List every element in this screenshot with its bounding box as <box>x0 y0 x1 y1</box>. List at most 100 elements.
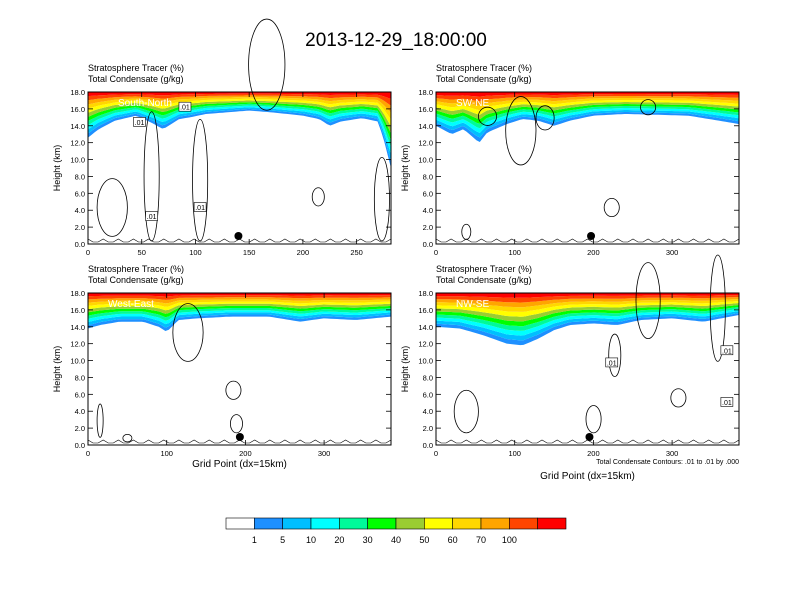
labelbar-label: 100 <box>502 535 517 545</box>
tracer-band <box>436 295 739 303</box>
panel-header-tracer: Stratosphere Tracer (%) <box>436 63 532 73</box>
x-tick-label: 300 <box>666 449 679 458</box>
y-tick-label: 0.0 <box>423 240 433 249</box>
contour-label: .01 <box>722 400 732 407</box>
tracer-band <box>88 297 391 304</box>
contour-label: .01 <box>135 120 145 127</box>
contour-label: .01 <box>180 105 190 112</box>
y-tick-label: 18.0 <box>70 289 85 298</box>
condensate-contour <box>248 18 286 111</box>
location-marker <box>587 232 596 240</box>
y-tick-label: 18.0 <box>70 88 85 97</box>
condensate-contour <box>172 303 204 362</box>
tracer-band <box>88 303 391 314</box>
y-tick-label: 16.0 <box>418 105 433 114</box>
x-tick-label: 100 <box>189 248 202 257</box>
condensate-contour <box>505 96 537 166</box>
x-tick-label: 250 <box>350 248 363 257</box>
tracer-band <box>88 95 391 113</box>
y-tick-label: 8.0 <box>75 373 85 382</box>
tracer-band <box>88 92 391 99</box>
contour-label-box <box>193 202 207 212</box>
condensate-contour <box>461 223 472 240</box>
panel-header-condensate: Total Condensate (g/kg) <box>436 275 532 285</box>
plot-area: .01 .01 .01 <box>435 254 740 444</box>
labelbar-label: 5 <box>280 535 285 545</box>
x-tick-label: 200 <box>239 449 252 458</box>
figure-title: 2013-12-29_18:00:00 <box>305 30 487 51</box>
plot-area: .01 .01 .01 .01 <box>87 18 392 243</box>
condensate-contour <box>640 99 657 116</box>
x-axis-label: Grid Point (dx=15km) <box>192 459 287 470</box>
x-tick-label: 150 <box>243 248 256 257</box>
labelbar-label: 40 <box>391 535 401 545</box>
labelbar-label: 70 <box>476 535 486 545</box>
x-tick-label: 0 <box>86 248 90 257</box>
panel-name-label: South-North <box>118 98 172 109</box>
labelbar-box <box>509 517 538 530</box>
panel-header-condensate: Total Condensate (g/kg) <box>436 74 532 84</box>
contour-label-box <box>605 357 619 368</box>
labelbar-box <box>339 517 368 530</box>
y-tick-label: 12.0 <box>70 340 85 349</box>
y-tick-label: 2.0 <box>75 223 85 232</box>
x-tick-label: 200 <box>587 449 600 458</box>
condensate-contour <box>603 198 620 218</box>
x-tick-label: 0 <box>434 248 438 257</box>
labelbar-label: 20 <box>334 535 344 545</box>
x-axis-label: Grid Point (dx=15km) <box>540 471 635 482</box>
condensate-contour <box>230 414 243 434</box>
y-tick-label: 10.0 <box>418 357 433 366</box>
tracer-band <box>436 110 739 138</box>
labelbar-label: 50 <box>419 535 429 545</box>
tracer-band <box>436 94 739 102</box>
tracer-band <box>88 308 391 321</box>
y-tick-label: 14.0 <box>70 122 85 131</box>
condensate-contour <box>635 262 661 340</box>
x-tick-label: 100 <box>160 449 173 458</box>
tracer-band <box>436 293 739 298</box>
tracer-band <box>436 301 739 317</box>
labelbar-label: 10 <box>306 535 316 545</box>
y-tick-label: 6.0 <box>75 189 85 198</box>
tracer-band <box>436 305 739 327</box>
contour-label-box <box>133 117 146 127</box>
labelbar-box <box>310 517 340 530</box>
tracer-band <box>436 92 739 97</box>
labelbar-label: 30 <box>363 535 373 545</box>
labelbar-label: 60 <box>448 535 458 545</box>
tracer-band <box>88 102 391 141</box>
labelbar-box <box>424 517 453 530</box>
labelbar-box <box>395 517 425 530</box>
tracer-band <box>88 295 391 300</box>
condensate-contour <box>670 388 687 408</box>
y-tick-label: 8.0 <box>423 373 433 382</box>
contour-label: .01 <box>722 348 732 355</box>
y-tick-label: 10.0 <box>70 357 85 366</box>
plot-frame <box>87 91 392 245</box>
y-axis-label: Height (km) <box>52 346 62 393</box>
x-tick-label: 0 <box>86 449 90 458</box>
tracer-band <box>436 297 739 308</box>
labelbar-box <box>537 517 567 530</box>
condensate-contour <box>96 403 104 438</box>
tracer-band <box>88 299 391 307</box>
condensate-contour <box>373 156 390 242</box>
x-tick-label: 300 <box>318 449 331 458</box>
panel-header-tracer: Stratosphere Tracer (%) <box>436 264 532 274</box>
y-axis-label: Height (km) <box>400 346 410 393</box>
location-marker <box>234 232 243 240</box>
tracer-band <box>436 303 739 322</box>
y-tick-label: 18.0 <box>418 88 433 97</box>
panel-name-label: West-East <box>108 299 154 310</box>
panel-name-label: SW-NE <box>456 98 489 109</box>
y-tick-label: 2.0 <box>75 424 85 433</box>
y-tick-label: 4.0 <box>423 407 433 416</box>
tracer-band <box>88 93 391 106</box>
labelbar-box <box>282 517 312 530</box>
contour-label: .01 <box>195 205 205 212</box>
contour-label-box <box>145 211 158 221</box>
labelbar-box <box>225 517 255 530</box>
